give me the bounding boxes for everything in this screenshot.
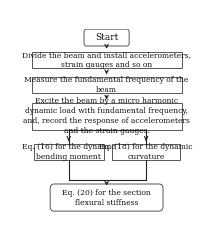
Text: Divide the beam and install accelerometers,
strain gauges and so on: Divide the beam and install acceleromete… (22, 51, 191, 69)
FancyBboxPatch shape (32, 52, 182, 69)
FancyBboxPatch shape (84, 29, 129, 46)
FancyBboxPatch shape (32, 77, 182, 93)
Text: Eq. (18) for the dynamic
curvature: Eq. (18) for the dynamic curvature (99, 143, 193, 161)
Text: Start: Start (95, 33, 118, 42)
Text: Eq. (20) for the section
flexural stiffness: Eq. (20) for the section flexural stiffn… (62, 189, 151, 207)
FancyBboxPatch shape (34, 144, 104, 160)
FancyBboxPatch shape (50, 184, 163, 211)
FancyBboxPatch shape (112, 144, 180, 160)
FancyBboxPatch shape (32, 103, 182, 130)
Text: Eq. (16) for the dynamic
bending moment: Eq. (16) for the dynamic bending moment (22, 143, 115, 161)
Text: Measure the fundamental frequency of the
beam: Measure the fundamental frequency of the… (24, 76, 189, 94)
Text: Excite the beam by a micro harmonic
dynamic load with fundamental frequency,
and: Excite the beam by a micro harmonic dyna… (23, 97, 190, 135)
